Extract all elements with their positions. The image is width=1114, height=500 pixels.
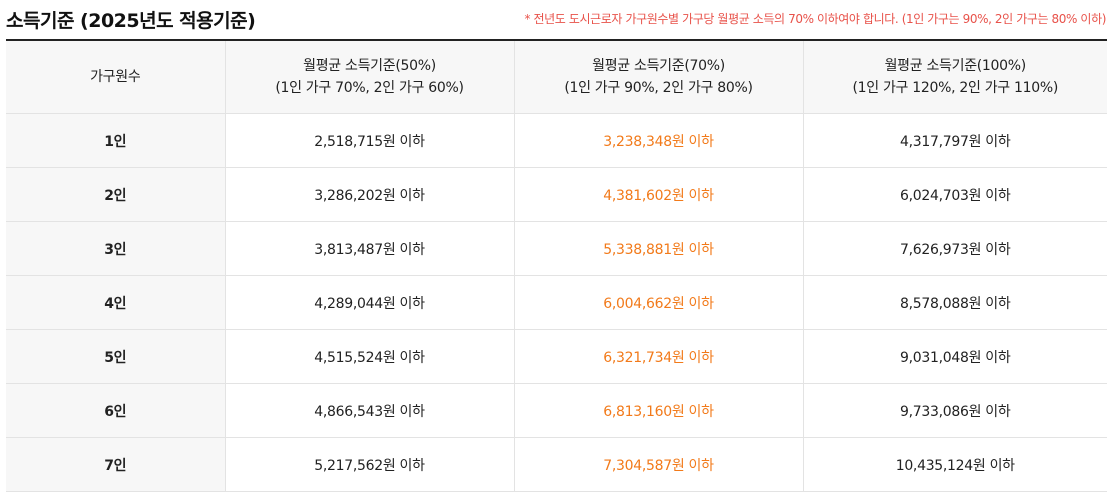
table-row: 5인 4,515,524원 이하 6,321,734원 이하 9,031,048… [6, 329, 1107, 384]
income-70-cell: 6,004,662원 이하 [514, 275, 804, 330]
income-50-cell: 2,518,715원 이하 [225, 113, 515, 168]
page-title: 소득기준 (2025년도 적용기준) [6, 10, 256, 32]
income-70-cell: 4,381,602원 이하 [514, 167, 804, 222]
income-70-cell: 6,813,160원 이하 [514, 383, 804, 438]
household-size-cell: 7인 [6, 437, 226, 492]
income-50-cell: 3,286,202원 이하 [225, 167, 515, 222]
table-row: 6인 4,866,543원 이하 6,813,160원 이하 9,733,086… [6, 383, 1107, 438]
header-income-50-sub: (1인 가구 70%, 2인 가구 60%) [275, 80, 464, 96]
income-70-cell: 7,304,587원 이하 [514, 437, 804, 492]
header-household-size-label: 가구원수 [90, 69, 141, 85]
household-size-cell: 2인 [6, 167, 226, 222]
table-row: 1인 2,518,715원 이하 3,238,348원 이하 4,317,797… [6, 113, 1107, 168]
header-household-size: 가구원수 [6, 40, 226, 114]
income-50-cell: 4,289,044원 이하 [225, 275, 515, 330]
header-income-70-sub: (1인 가구 90%, 2인 가구 80%) [564, 80, 753, 96]
income-70-cell: 6,321,734원 이하 [514, 329, 804, 384]
header-income-50: 월평균 소득기준(50%) (1인 가구 70%, 2인 가구 60%) [225, 40, 515, 114]
household-size-cell: 5인 [6, 329, 226, 384]
header-income-50-label: 월평균 소득기준(50%) [303, 58, 436, 74]
title-row: 소득기준 (2025년도 적용기준) * 전년도 도시근로자 가구원수별 가구당… [6, 0, 1106, 40]
table-row: 4인 4,289,044원 이하 6,004,662원 이하 8,578,088… [6, 275, 1107, 330]
table-row: 7인 5,217,562원 이하 7,304,587원 이하 10,435,12… [6, 437, 1107, 492]
household-size-cell: 4인 [6, 275, 226, 330]
header-income-100: 월평균 소득기준(100%) (1인 가구 120%, 2인 가구 110%) [803, 40, 1107, 114]
income-100-cell: 9,031,048원 이하 [803, 329, 1107, 384]
income-70-cell: 3,238,348원 이하 [514, 113, 804, 168]
table-body: 1인 2,518,715원 이하 3,238,348원 이하 4,317,797… [6, 113, 1107, 492]
header-income-100-sub: (1인 가구 120%, 2인 가구 110%) [852, 80, 1059, 96]
income-100-cell: 9,733,086원 이하 [803, 383, 1107, 438]
header-income-100-label: 월평균 소득기준(100%) [884, 58, 1027, 74]
income-100-cell: 8,578,088원 이하 [803, 275, 1107, 330]
eligibility-note: * 전년도 도시근로자 가구원수별 가구당 월평균 소득의 70% 이하여야 합… [524, 12, 1107, 26]
income-100-cell: 6,024,703원 이하 [803, 167, 1107, 222]
income-70-cell: 5,338,881원 이하 [514, 221, 804, 276]
header-income-70-label: 월평균 소득기준(70%) [592, 58, 725, 74]
table-header: 가구원수 월평균 소득기준(50%) (1인 가구 70%, 2인 가구 60%… [6, 40, 1107, 114]
income-100-cell: 7,626,973원 이하 [803, 221, 1107, 276]
income-100-cell: 4,317,797원 이하 [803, 113, 1107, 168]
header-income-70: 월평균 소득기준(70%) (1인 가구 90%, 2인 가구 80%) [514, 40, 804, 114]
income-50-cell: 4,866,543원 이하 [225, 383, 515, 438]
income-50-cell: 5,217,562원 이하 [225, 437, 515, 492]
household-size-cell: 3인 [6, 221, 226, 276]
income-criteria-table: 가구원수 월평균 소득기준(50%) (1인 가구 70%, 2인 가구 60%… [6, 39, 1107, 492]
household-size-cell: 1인 [6, 113, 226, 168]
income-100-cell: 10,435,124원 이하 [803, 437, 1107, 492]
household-size-cell: 6인 [6, 383, 226, 438]
income-criteria-table-wrapper: 가구원수 월평균 소득기준(50%) (1인 가구 70%, 2인 가구 60%… [6, 39, 1107, 492]
table-header-row: 가구원수 월평균 소득기준(50%) (1인 가구 70%, 2인 가구 60%… [6, 40, 1107, 114]
table-row: 2인 3,286,202원 이하 4,381,602원 이하 6,024,703… [6, 167, 1107, 222]
income-50-cell: 4,515,524원 이하 [225, 329, 515, 384]
income-50-cell: 3,813,487원 이하 [225, 221, 515, 276]
table-row: 3인 3,813,487원 이하 5,338,881원 이하 7,626,973… [6, 221, 1107, 276]
